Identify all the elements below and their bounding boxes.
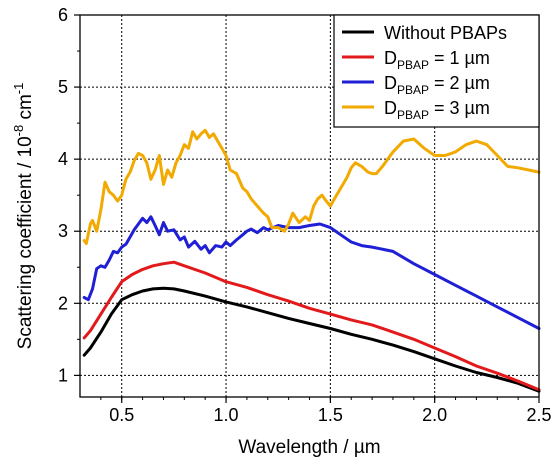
y-tick-label: 2 bbox=[58, 293, 68, 313]
axis-ticks: 0.5 1.0 1.5 2.0 2.5 1 2 3 4 5 6 bbox=[58, 5, 552, 425]
legend-label-subscript: PBAP bbox=[397, 58, 429, 72]
legend-label-value: = 1 µm bbox=[429, 48, 490, 68]
y-axis-title-exponent-1: -8 bbox=[11, 125, 26, 137]
x-tick-label: 0.5 bbox=[109, 405, 134, 425]
y-tick-label: 6 bbox=[58, 5, 68, 25]
legend-label-main: D bbox=[384, 98, 397, 118]
series-line bbox=[82, 128, 541, 245]
x-tick-label: 1.5 bbox=[318, 405, 343, 425]
series-line bbox=[82, 260, 541, 392]
legend-label-subscript: PBAP bbox=[397, 108, 429, 122]
y-axis-title-main: Scattering coefficient / 10 bbox=[15, 136, 36, 349]
legend-label-main: Without PBAPs bbox=[384, 23, 507, 43]
series-lines bbox=[82, 128, 541, 393]
legend-label-main: D bbox=[384, 73, 397, 93]
legend-label-main: D bbox=[384, 48, 397, 68]
series-line bbox=[82, 286, 541, 393]
x-tick-label: 1.0 bbox=[214, 405, 239, 425]
y-tick-label: 4 bbox=[58, 149, 68, 169]
legend-label: DPBAP = 1 µm bbox=[384, 48, 490, 72]
y-tick-label: 1 bbox=[58, 365, 68, 385]
legend-label: DPBAP = 2 µm bbox=[384, 73, 490, 97]
legend-label: Without PBAPs bbox=[384, 23, 507, 43]
y-tick-label: 3 bbox=[58, 221, 68, 241]
y-tick-label: 5 bbox=[58, 77, 68, 97]
y-axis-title: Scattering coefficient / 10-8 cm-1 bbox=[11, 83, 36, 350]
x-axis-title: Wavelength / µm bbox=[238, 437, 380, 458]
y-axis-title-unit: cm bbox=[15, 94, 36, 125]
series-line bbox=[82, 215, 541, 330]
x-tick-label: 2.5 bbox=[526, 405, 551, 425]
x-tick-label: 2.0 bbox=[422, 405, 447, 425]
legend-label-value: = 3 µm bbox=[429, 98, 490, 118]
legend-label-subscript: PBAP bbox=[397, 83, 429, 97]
y-axis-title-exponent-2: -1 bbox=[11, 83, 26, 95]
legend-label-value: = 2 µm bbox=[429, 73, 490, 93]
legend-label: DPBAP = 3 µm bbox=[384, 98, 490, 122]
